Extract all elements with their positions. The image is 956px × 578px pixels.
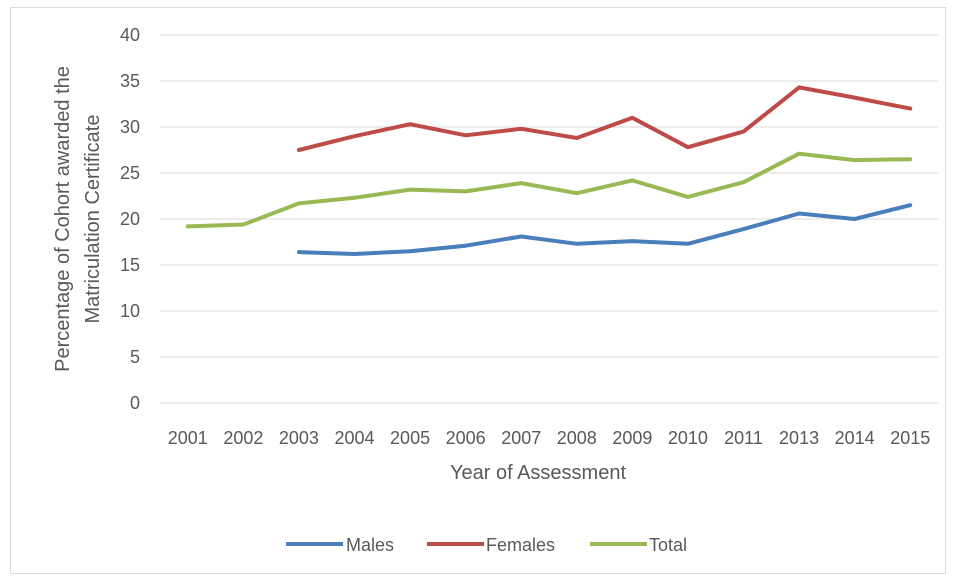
x-tick-label: 2009 (612, 428, 652, 448)
y-tick-label: 35 (120, 71, 140, 91)
x-tick-label: 2008 (557, 428, 597, 448)
y-tick-label: 40 (120, 25, 140, 45)
y-tick-label: 30 (120, 117, 140, 137)
legend-label-total: Total (649, 535, 687, 555)
gridlines (160, 34, 938, 404)
y-tick-label: 20 (120, 209, 140, 229)
y-axis-ticks: 0 5 10 15 20 25 30 35 40 (120, 25, 140, 413)
x-tick-label: 2004 (334, 428, 374, 448)
series-line-females (296, 85, 913, 152)
x-tick-label: 2015 (890, 428, 930, 448)
y-axis-title: Percentage of Cohort awarded the Matricu… (52, 66, 104, 372)
x-tick-label: 2006 (446, 428, 486, 448)
y-tick-label: 0 (130, 393, 140, 413)
chart-border (10, 7, 946, 574)
x-axis-title: Year of Assessment (450, 462, 626, 484)
series-line-total (185, 151, 913, 229)
y-tick-label: 15 (120, 255, 140, 275)
x-axis-ticks: 2001 2002 2003 2004 2005 2006 2007 2008 2009 2010… (168, 428, 930, 448)
x-tick-label: 2011 (724, 428, 763, 448)
y-tick-label: 25 (120, 163, 140, 183)
x-tick-label: 2005 (390, 428, 430, 448)
series-lines (185, 85, 913, 256)
y-tick-label: 10 (120, 301, 140, 321)
x-tick-label: 2007 (501, 428, 541, 448)
x-tick-label: 2001 (168, 428, 208, 448)
legend-label-males: Males (346, 535, 394, 555)
legend: Males Females Total (286, 535, 687, 555)
legend-label-females: Females (486, 535, 555, 555)
x-tick-label: 2014 (835, 428, 875, 448)
x-tick-label: 2002 (223, 428, 263, 448)
x-tick-label: 2010 (668, 428, 708, 448)
y-tick-label: 5 (130, 347, 140, 367)
y-axis-title-line-1: Percentage of Cohort awarded the (52, 66, 74, 372)
x-tick-label: 2003 (279, 428, 319, 448)
series-line-males (296, 203, 913, 256)
y-axis-title-line-2: Matriculation Certificate (82, 115, 104, 324)
x-tick-label: 2013 (779, 428, 819, 448)
